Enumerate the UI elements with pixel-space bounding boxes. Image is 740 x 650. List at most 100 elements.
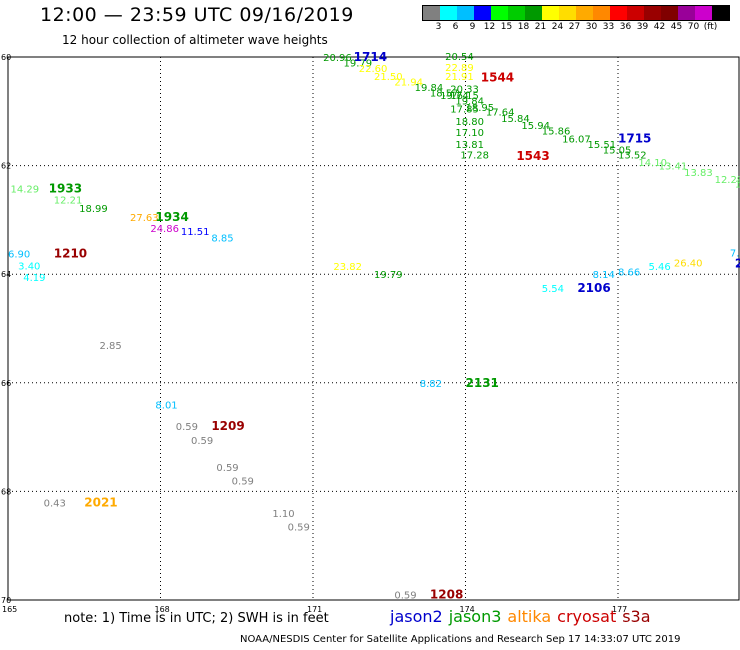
satellite-name: s3a xyxy=(622,607,651,626)
map-title: 12:00 — 23:59 UTC 09/16/2019 xyxy=(40,4,354,26)
wave-height-value: 21.50 xyxy=(374,72,403,83)
legend-swatch xyxy=(610,6,627,20)
color-scale-legend xyxy=(422,5,730,21)
pass-time-label: 1714 xyxy=(354,50,387,64)
wave-height-value: 24.86 xyxy=(150,224,179,235)
legend-label: 36 xyxy=(619,22,632,32)
wave-height-value: 27.63 xyxy=(130,213,159,224)
legend-swatch xyxy=(542,6,559,20)
wave-height-value: 18.95 xyxy=(466,103,495,114)
satellite-legend: jason2 jason3 altika cryosat s3a xyxy=(390,607,657,626)
wave-height-value: 8.85 xyxy=(211,233,233,244)
map-subtitle: 12 hour collection of altimeter wave hei… xyxy=(62,33,328,47)
wave-height-value: 15.51 xyxy=(588,140,617,151)
wave-height-value: 5.46 xyxy=(649,262,671,273)
wave-height-value: 6.90 xyxy=(8,250,30,261)
wave-height-value: 8.14 xyxy=(593,270,615,281)
satellite-name: altika xyxy=(507,607,552,626)
legend-label: 18 xyxy=(517,22,530,32)
wave-height-value: 20.96 xyxy=(323,53,352,64)
legend-label: 3 xyxy=(435,22,442,32)
legend-swatch xyxy=(525,6,542,20)
wave-height-value: 17.85 xyxy=(450,105,479,116)
wave-height-value: 8.66 xyxy=(618,267,640,278)
wave-height-value: 5.54 xyxy=(542,284,564,295)
lat-tick-label: 60 xyxy=(1,53,11,62)
satellite-name: cryosat xyxy=(557,607,617,626)
lat-tick-label: 64 xyxy=(1,270,11,279)
legend-label: (ft) xyxy=(703,22,718,32)
wave-height-value: 23.82 xyxy=(333,262,362,273)
wave-height-value: 0.59 xyxy=(394,591,416,602)
legend-swatch xyxy=(661,6,678,20)
wave-height-value: 20.54 xyxy=(445,52,474,63)
legend-label: 24 xyxy=(551,22,564,32)
satellite-name: jason3 xyxy=(448,607,502,626)
legend-swatch xyxy=(457,6,474,20)
legend-swatch xyxy=(440,6,457,20)
legend-swatch xyxy=(644,6,661,20)
wave-height-value: 14.29 xyxy=(11,184,40,195)
lon-tick-label: 165 xyxy=(2,605,17,614)
wave-height-value: 20.33 xyxy=(450,84,479,95)
legend-label: 9 xyxy=(469,22,476,32)
wave-height-value: 17.28 xyxy=(460,151,489,162)
pass-time-label: 210 xyxy=(735,256,740,270)
wave-height-value: 16.07 xyxy=(562,134,591,145)
wave-height-value: 0.59 xyxy=(232,477,254,488)
wave-height-value: 0.43 xyxy=(44,498,66,509)
legend-swatch xyxy=(627,6,644,20)
wave-height-value: 15.86 xyxy=(542,126,571,137)
lon-tick-label: 171 xyxy=(307,605,322,614)
legend-label: 27 xyxy=(568,22,581,32)
legend-swatch xyxy=(423,6,440,20)
legend-swatch xyxy=(678,6,695,20)
legend-label: 6 xyxy=(452,22,459,32)
legend-label: 33 xyxy=(602,22,615,32)
lat-tick-label: 62 xyxy=(1,162,11,171)
legend-swatch xyxy=(695,6,712,20)
lat-tick-label: 66 xyxy=(1,379,11,388)
wave-height-value: 1.10 xyxy=(272,509,294,520)
wave-height-value: 13.83 xyxy=(684,168,713,179)
pass-time-label: 1715 xyxy=(618,131,651,145)
wave-height-value: 15.94 xyxy=(521,121,550,132)
wave-height-value: 16.15 xyxy=(450,91,479,102)
wave-height-value: 11.51 xyxy=(181,227,210,238)
pass-time-label: 1934 xyxy=(155,210,188,224)
wave-height-value: 8.82 xyxy=(420,379,442,390)
wave-height-value: 17.64 xyxy=(486,107,515,118)
wave-height-value: 7.8 xyxy=(730,248,740,259)
pass-time-label: 2021 xyxy=(84,495,117,509)
wave-height-value: 18.99 xyxy=(79,204,108,215)
legend-label: 12 xyxy=(483,22,496,32)
pass-time-label: 1208 xyxy=(430,588,463,602)
wave-height-value: 3.40 xyxy=(18,262,40,273)
pass-time-label: 1210 xyxy=(54,247,87,261)
wave-height-value: 19.74 xyxy=(440,91,469,102)
legend-swatch xyxy=(491,6,508,20)
legend-label: 39 xyxy=(636,22,649,32)
wave-height-value: 13.81 xyxy=(455,140,484,151)
legend-swatch xyxy=(559,6,576,20)
wave-height-value: 13.41 xyxy=(659,162,688,173)
wave-height-value: 18.80 xyxy=(455,117,484,128)
wave-height-value: 21.94 xyxy=(394,77,423,88)
lon-tick-label: 174 xyxy=(460,605,475,614)
wave-height-value: 17.10 xyxy=(455,128,484,139)
wave-height-value: 21.91 xyxy=(445,72,474,83)
legend-swatch xyxy=(508,6,525,20)
wave-height-value: 0.59 xyxy=(288,523,310,534)
legend-swatch xyxy=(474,6,491,20)
lon-tick-label: 177 xyxy=(612,605,627,614)
legend-swatch xyxy=(712,6,729,20)
legend-label: 45 xyxy=(670,22,683,32)
credit-line: NOAA/NESDIS Center for Satellite Applica… xyxy=(240,634,681,645)
wave-height-value: 26.40 xyxy=(674,258,703,269)
wave-height-value: 19.84 xyxy=(455,96,484,107)
legend-label: 42 xyxy=(653,22,666,32)
wave-height-value: 15.05 xyxy=(603,145,632,156)
wave-height-value: 13 xyxy=(735,180,740,191)
wave-height-value: 0.59 xyxy=(191,436,213,447)
